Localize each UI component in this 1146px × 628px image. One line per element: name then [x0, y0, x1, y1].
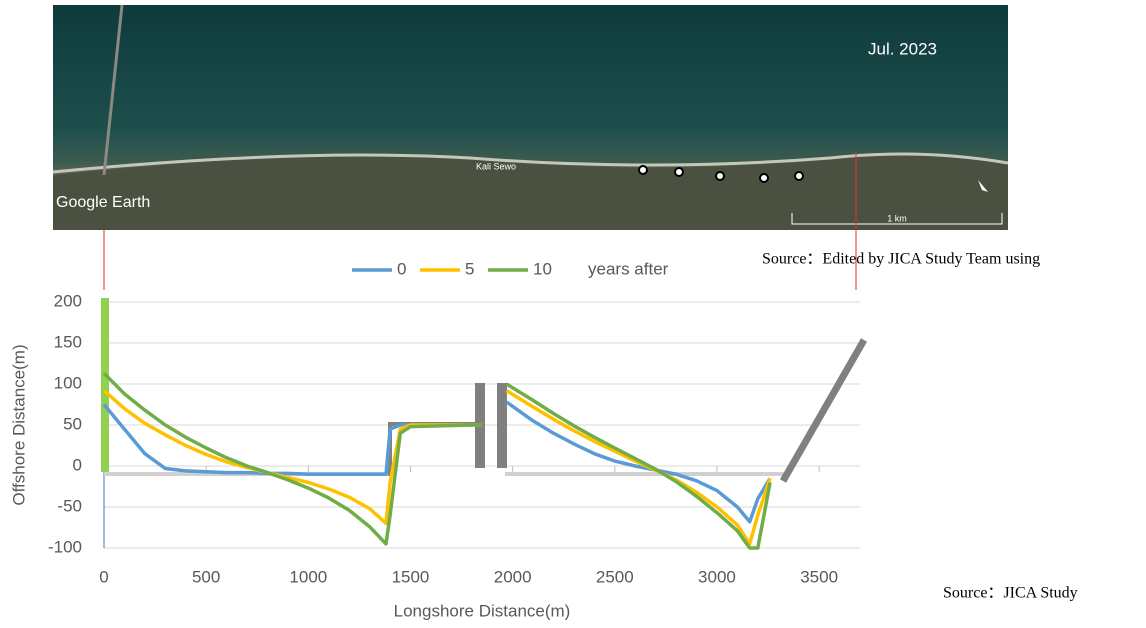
x-tick-label: 3500	[800, 567, 838, 586]
y-tick-label: 0	[73, 455, 82, 474]
jetty	[102, 4, 124, 176]
x-tick-label: 1000	[289, 567, 327, 586]
series-line	[102, 372, 772, 550]
survey-points	[638, 165, 804, 183]
legend-label: 5	[465, 259, 474, 278]
source-note: Source：Edited by JICA Study Team using	[762, 251, 1040, 268]
satellite-image: Jul. 2023 Google Earth Kali Sewo 1 km	[52, 4, 1009, 230]
y-tick-label: 50	[63, 414, 82, 433]
plot	[102, 372, 772, 550]
image-date: Jul. 2023	[868, 39, 937, 58]
legend-label: 0	[397, 259, 406, 278]
x-tick-label: 2000	[494, 567, 532, 586]
legend-label: 10	[533, 259, 552, 278]
y-tick-label: 150	[54, 332, 82, 351]
y-tick-label: -100	[48, 537, 82, 556]
legend-suffix: years after	[588, 259, 669, 278]
series-line	[102, 400, 772, 524]
x-tick-label: 3000	[698, 567, 736, 586]
place-label: Kali Sewo	[476, 161, 516, 171]
source-note: Source：JICA Study	[943, 585, 1078, 602]
scale-bar	[791, 213, 1003, 225]
x-tick-label: 1500	[392, 567, 430, 586]
watermark: Google Earth	[56, 194, 150, 211]
scale-label: 1 km	[887, 213, 907, 223]
x-axis-title: Longshore Distance(m)	[394, 601, 571, 620]
y-tick-label: 200	[54, 291, 82, 310]
shoreline	[52, 152, 1009, 174]
x-tick-label: 0	[99, 567, 108, 586]
x-tick-label: 2500	[596, 567, 634, 586]
north-arrow	[978, 180, 988, 192]
y-axis-title: Offshore Distance(m)	[9, 344, 28, 505]
y-tick-label: 100	[54, 373, 82, 392]
series-line	[102, 389, 772, 546]
y-tick-label: -50	[57, 496, 82, 515]
land	[53, 156, 1008, 230]
x-tick-label: 500	[192, 567, 220, 586]
